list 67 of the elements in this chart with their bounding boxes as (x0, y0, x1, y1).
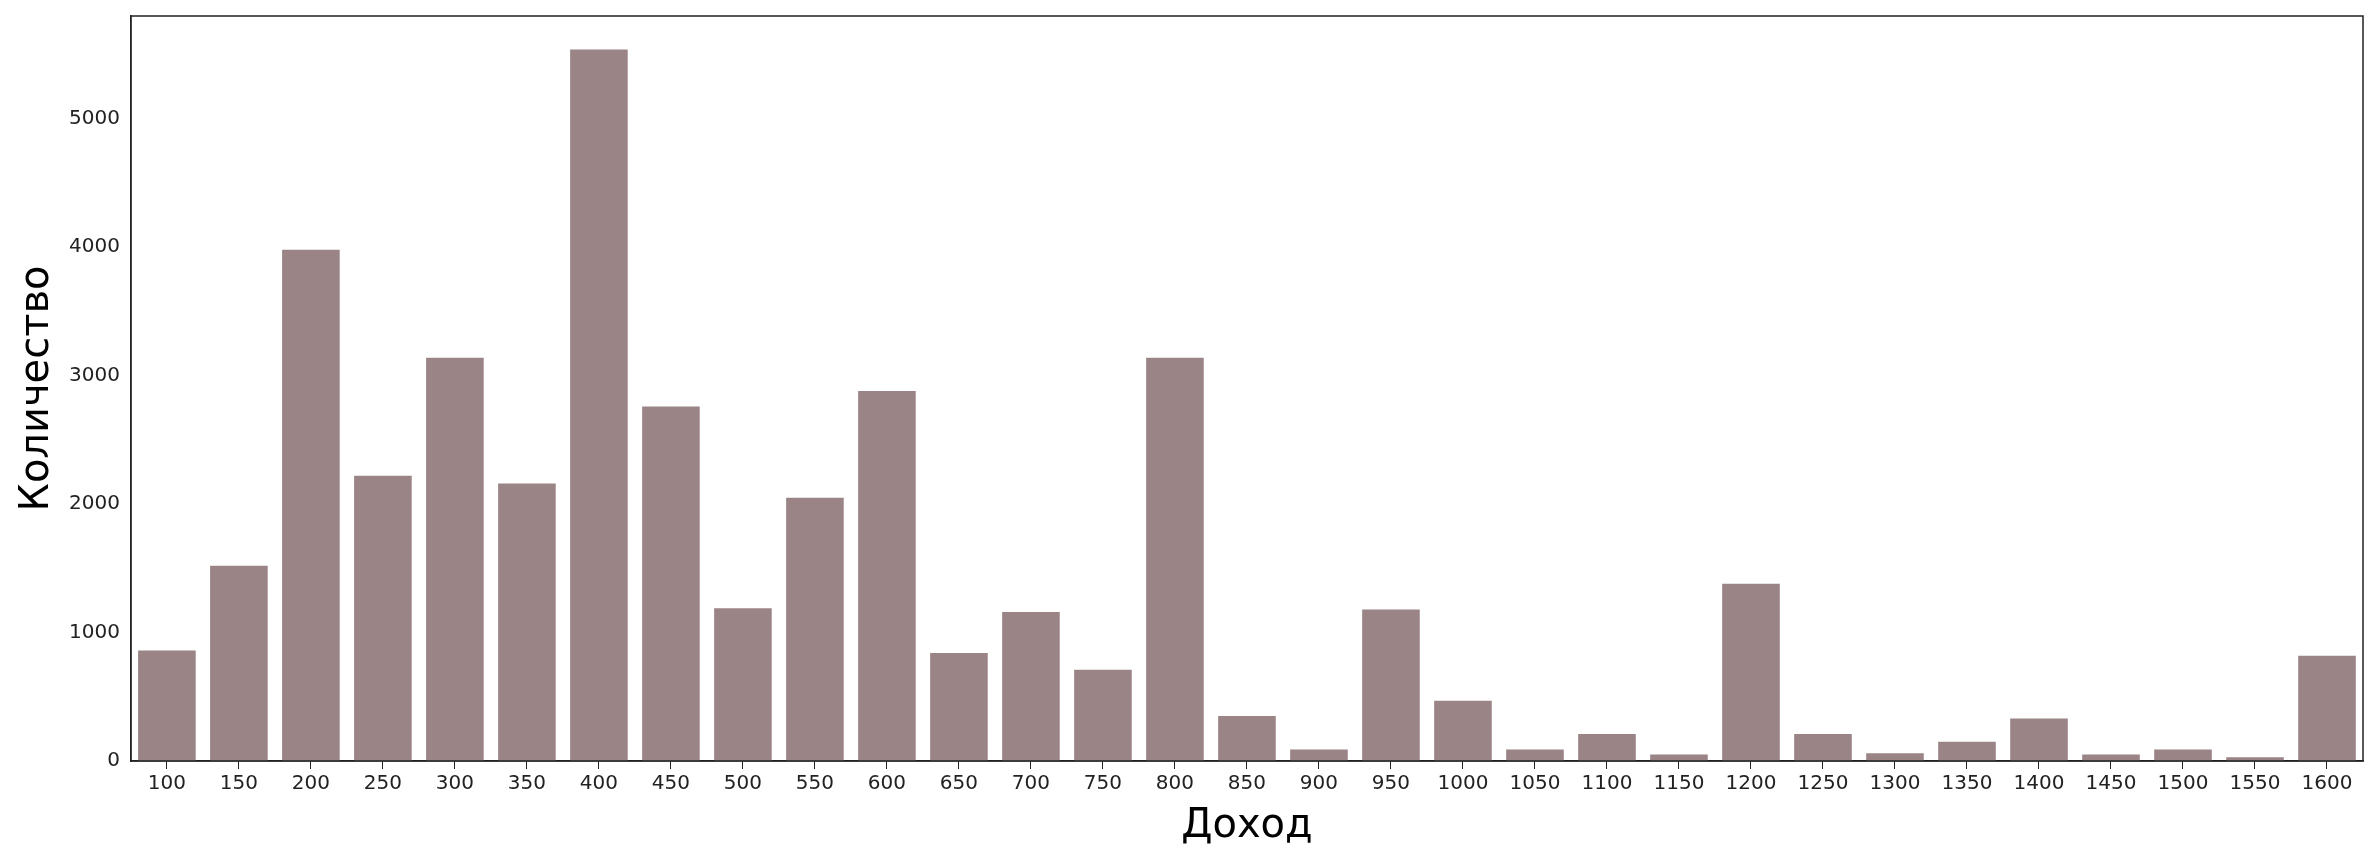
x-tick-label: 1250 (1797, 770, 1849, 795)
x-tick-label: 400 (579, 770, 619, 795)
x-tick-label: 100 (147, 770, 186, 795)
bar (1866, 753, 1924, 761)
x-tick-label: 850 (1227, 770, 1267, 795)
bar (714, 608, 772, 761)
x-tick-label: 300 (435, 770, 475, 795)
x-tick-label: 450 (651, 770, 691, 795)
bar (426, 357, 484, 761)
y-axis-title: Количество (11, 265, 58, 512)
x-tick-label: 950 (1371, 770, 1411, 795)
x-tick-label: 1150 (1653, 770, 1705, 795)
x-tick-label: 900 (1299, 770, 1339, 795)
y-tick-label: 4000 (68, 233, 120, 258)
bar (1938, 741, 1996, 761)
x-tick-label: 750 (1083, 770, 1123, 795)
y-tick-label: 3000 (68, 361, 120, 386)
x-tick-label: 1550 (2229, 770, 2281, 795)
bar (642, 406, 700, 761)
bar (1506, 749, 1564, 761)
bar (1794, 734, 1852, 761)
x-tick-label: 250 (363, 770, 402, 795)
y-tick-label: 5000 (68, 104, 120, 129)
bar (2010, 718, 2068, 761)
bar (2298, 655, 2356, 761)
x-tick-label: 1600 (2301, 770, 2353, 795)
bar (930, 653, 988, 761)
bar (354, 475, 412, 761)
bar (2154, 749, 2212, 761)
bar (858, 391, 916, 761)
x-tick-label: 1400 (2013, 770, 2065, 795)
bar (1362, 609, 1420, 761)
x-tick-label: 800 (1155, 770, 1195, 795)
bar (498, 483, 556, 761)
bar (1002, 612, 1060, 761)
bar (570, 49, 628, 761)
bar (1290, 749, 1348, 761)
bar (786, 497, 844, 761)
bar (1722, 583, 1780, 761)
bar (1146, 357, 1204, 761)
x-tick-label: 650 (939, 770, 979, 795)
bar (138, 650, 196, 761)
x-tick-label: 1450 (2085, 770, 2137, 795)
x-tick-label: 700 (1011, 770, 1051, 795)
x-tick-label: 200 (291, 770, 330, 795)
x-tick-label: 1050 (1509, 770, 1561, 795)
bar (282, 249, 340, 761)
bar (210, 565, 268, 761)
x-tick-label: 1000 (1437, 770, 1489, 795)
x-tick-label: 600 (867, 770, 907, 795)
x-axis-title: Доход (1181, 800, 1313, 847)
bar (1578, 734, 1636, 761)
x-tick-label: 1500 (2157, 770, 2209, 795)
x-tick-label: 1100 (1581, 770, 1633, 795)
x-tick-label: 350 (507, 770, 547, 795)
x-tick-label: 1350 (1941, 770, 1993, 795)
y-tick-label: 1000 (68, 618, 120, 643)
x-tick-label: 150 (219, 770, 258, 795)
y-tick-label: 0 (107, 747, 120, 772)
x-tick-label: 1300 (1869, 770, 1921, 795)
bar (1434, 700, 1492, 761)
bar (1074, 669, 1132, 761)
x-tick-label: 550 (795, 770, 835, 795)
x-tick-label: 500 (723, 770, 763, 795)
y-tick-label: 2000 (68, 490, 120, 515)
bar (1218, 716, 1276, 761)
x-tick-label: 1200 (1725, 770, 1777, 795)
